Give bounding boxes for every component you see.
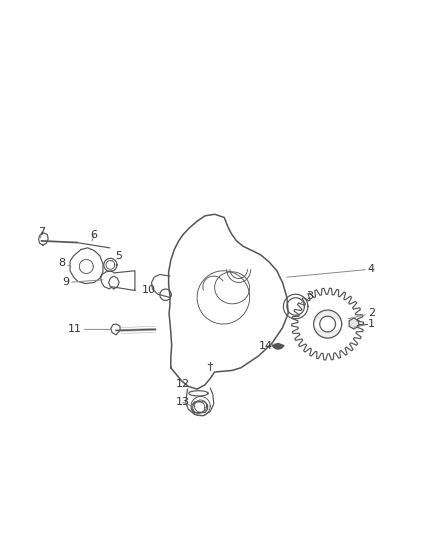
Text: 10: 10 bbox=[142, 286, 160, 295]
Text: 9: 9 bbox=[62, 278, 103, 287]
Text: 3: 3 bbox=[301, 291, 313, 303]
Text: 11: 11 bbox=[67, 325, 112, 334]
Text: 7: 7 bbox=[38, 227, 45, 238]
Text: 8: 8 bbox=[58, 258, 71, 268]
Text: 14: 14 bbox=[259, 342, 275, 351]
Text: 1: 1 bbox=[354, 319, 375, 328]
Text: 12: 12 bbox=[176, 379, 190, 392]
Text: 5: 5 bbox=[111, 251, 123, 261]
Text: 2: 2 bbox=[348, 309, 375, 319]
Text: 4: 4 bbox=[287, 264, 375, 277]
Polygon shape bbox=[349, 318, 359, 329]
Wedge shape bbox=[272, 343, 285, 350]
Text: 6: 6 bbox=[91, 230, 98, 241]
Text: 13: 13 bbox=[176, 398, 192, 407]
